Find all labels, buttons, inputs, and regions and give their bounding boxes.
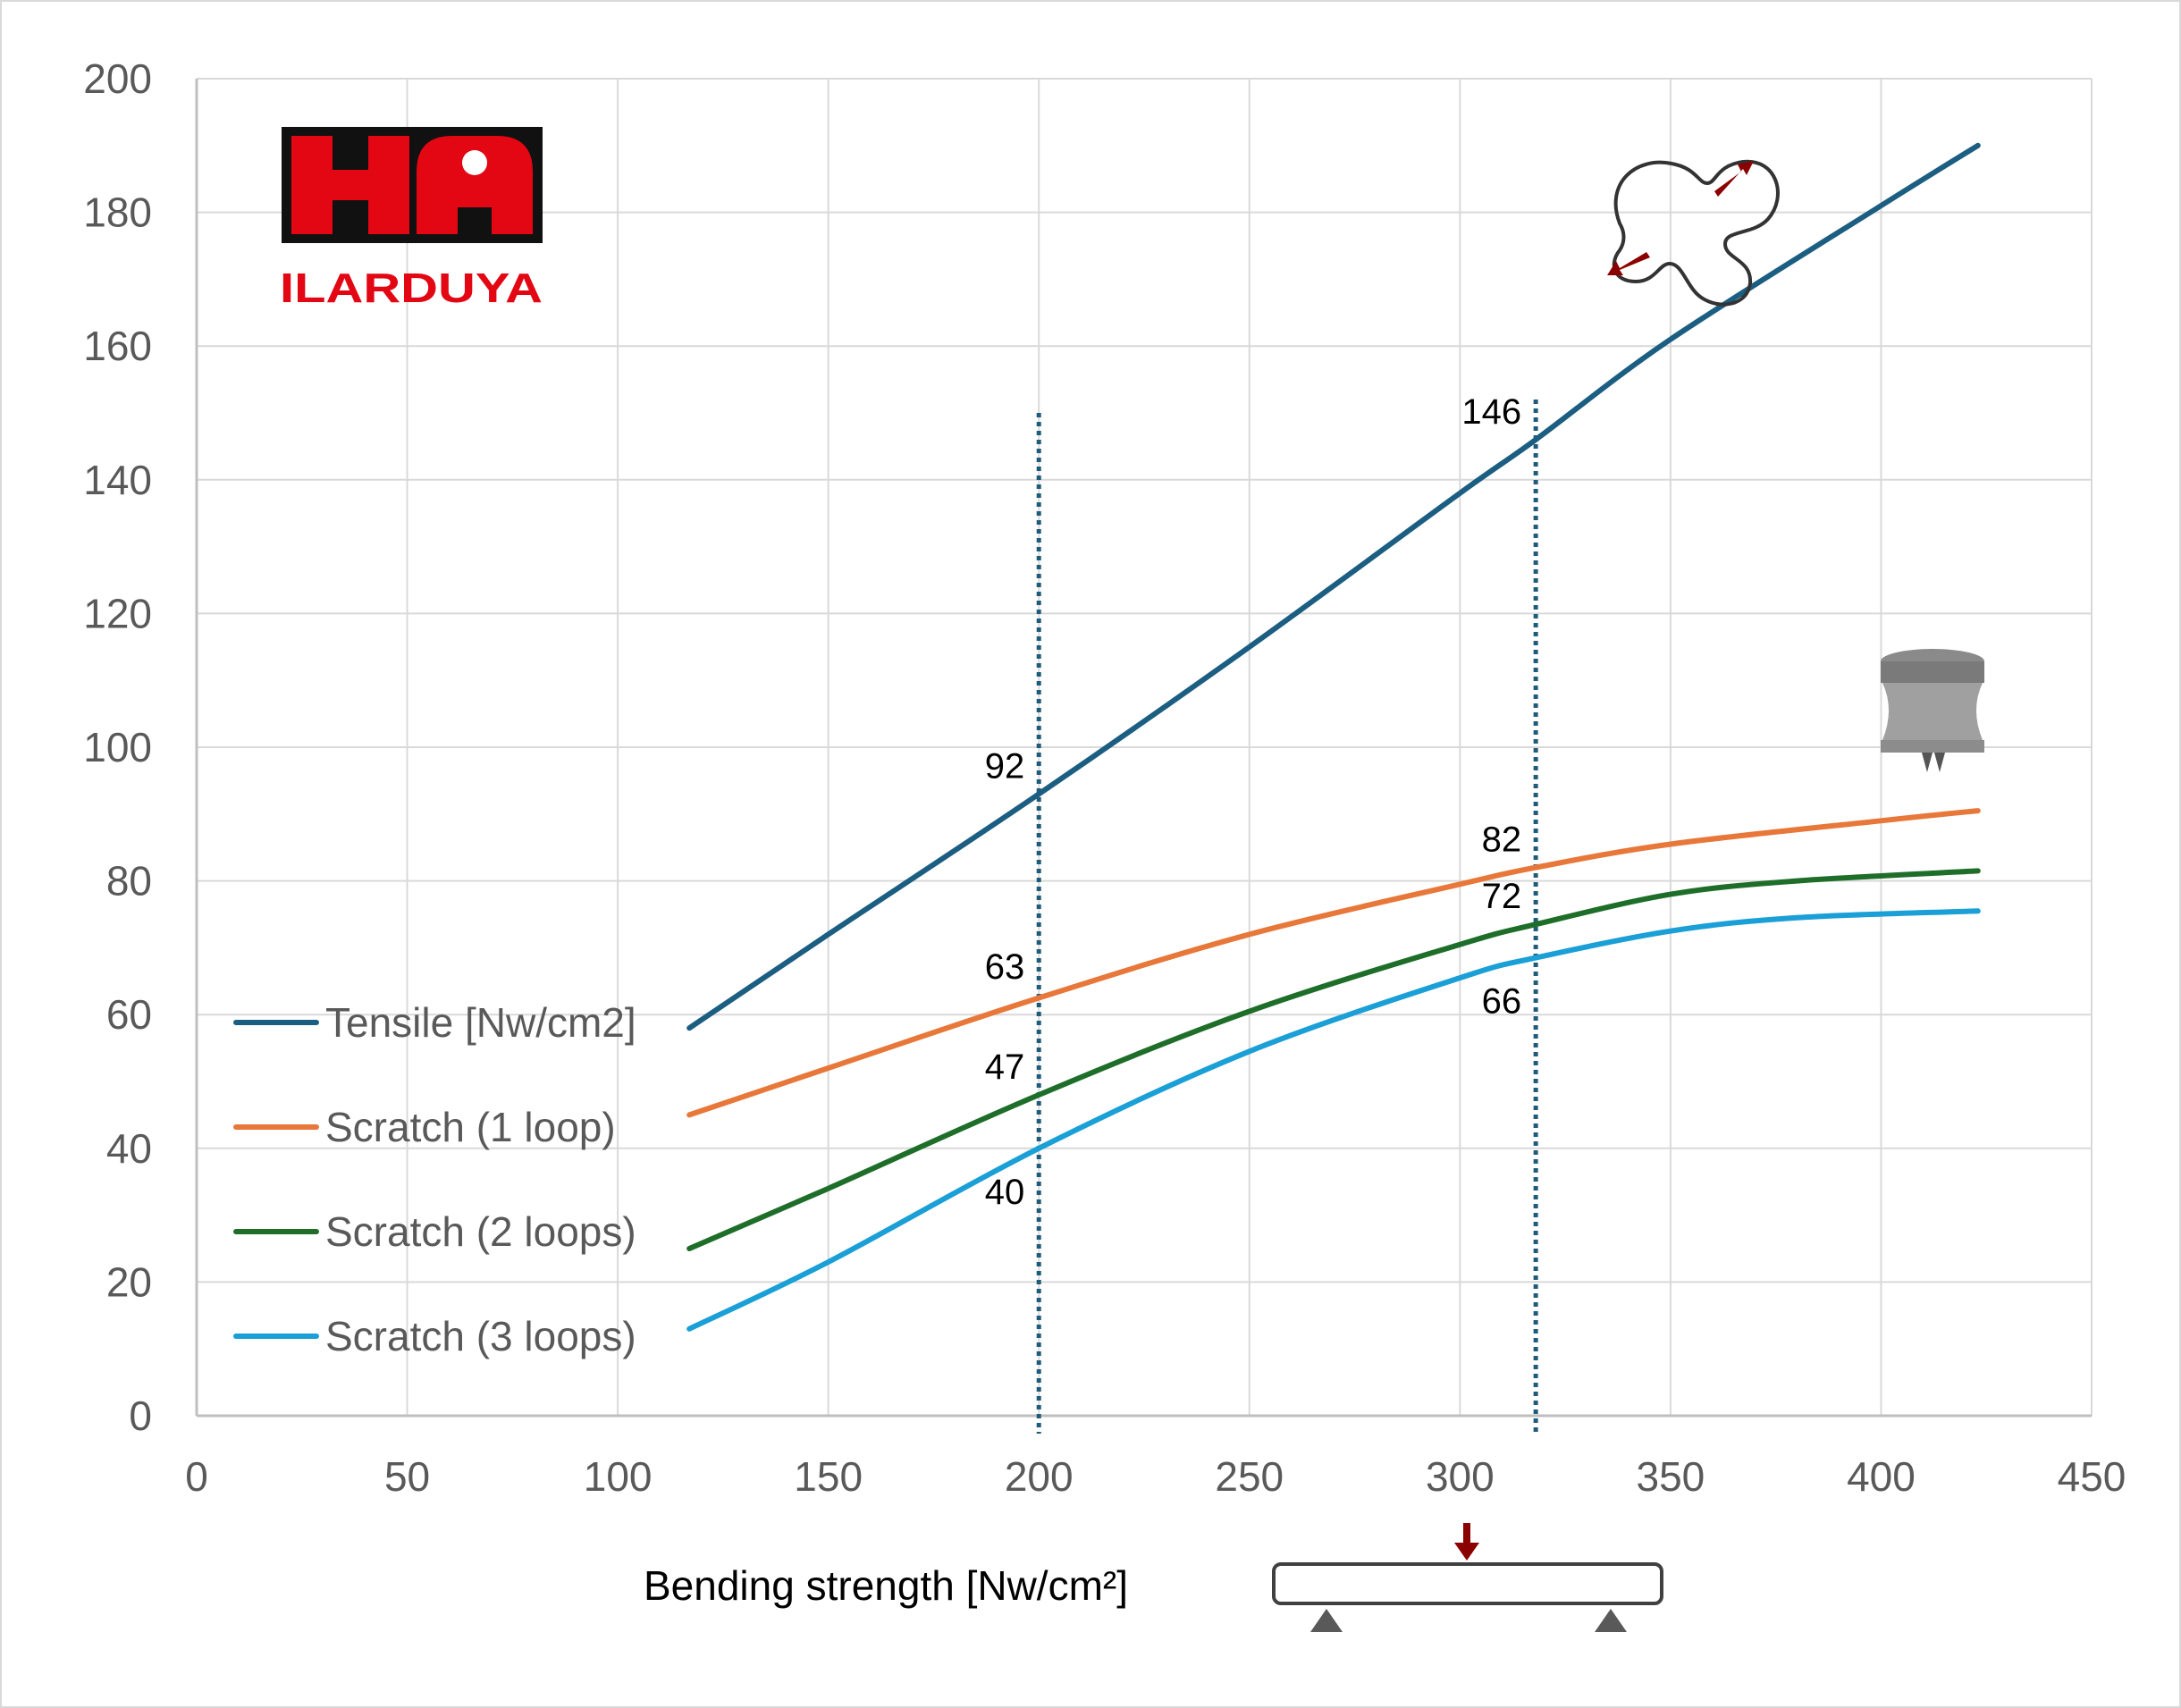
x-tick-label: 0 [185, 1453, 208, 1500]
tester-knurled-ring [1881, 661, 1984, 683]
x-axis-title: Bending strength [Nw/cm²] [644, 1562, 1128, 1609]
load-arrow-head [1454, 1543, 1479, 1561]
series-line-scratch-1-loop [686, 808, 1981, 1118]
y-tick-label: 160 [83, 323, 152, 369]
y-tick-label: 180 [83, 189, 152, 236]
scratch-tester-icon [1881, 649, 1984, 772]
data-label: 146 [1461, 392, 1521, 432]
data-label: 66 [1482, 982, 1522, 1022]
legend-label-scratch-3-loops: Scratch (3 loops) [325, 1313, 636, 1359]
arrow-down-left [1607, 252, 1650, 275]
y-tick-label: 20 [106, 1258, 152, 1305]
series-line-scratch-3-loops [686, 908, 1981, 1332]
y-tick-label: 40 [106, 1125, 152, 1172]
legend: Tensile [Nw/cm2] Scratch (1 loop) Scratch … [233, 999, 636, 1359]
arrow-up-right [1714, 161, 1754, 197]
legend-label-scratch-2-loops: Scratch (2 loops) [325, 1208, 636, 1255]
ilarduya-logo: ILARDUYA [280, 127, 543, 311]
series-lines [686, 142, 1981, 1332]
series-line-scratch-2-loops [686, 868, 1981, 1251]
data-label: 72 [1482, 877, 1522, 916]
beam [1272, 1562, 1663, 1605]
x-tick-label: 50 [384, 1453, 430, 1500]
x-tick-label: 150 [794, 1453, 863, 1500]
x-tick-label: 400 [1847, 1453, 1916, 1500]
y-tick-label: 100 [83, 724, 152, 770]
data-label: 82 [1482, 820, 1522, 860]
tester-base [1881, 740, 1984, 753]
series-line-tensile-nw-cm2 [686, 142, 1981, 1031]
logo-h-glyph [291, 136, 409, 234]
x-tick-label: 250 [1215, 1453, 1284, 1500]
x-tick-label: 200 [1005, 1453, 1074, 1500]
tick-labels: 0 50 100 150 200 250 300 350 400 450 0 20 40 60 80 100 1… [83, 55, 2126, 1500]
logo-wordmark: ILARDUYA [280, 265, 543, 311]
reference-lines [1036, 400, 1538, 1434]
x-tick-label: 100 [584, 1453, 653, 1500]
y-tick-label: 0 [129, 1392, 152, 1439]
specimen-outline [1612, 159, 1780, 307]
y-tick-label: 120 [83, 590, 152, 636]
data-label: 47 [985, 1048, 1025, 1087]
support-right [1595, 1609, 1627, 1632]
axes [195, 79, 2092, 1418]
legend-label-scratch-1-loop: Scratch (1 loop) [325, 1104, 616, 1150]
data-annotations: 92 63 47 40 146 82 72 66 [985, 392, 1521, 1212]
load-arrow-shaft [1463, 1523, 1470, 1546]
logo-a-glyph [417, 136, 533, 234]
x-tick-label: 350 [1637, 1453, 1705, 1500]
y-tick-label: 60 [106, 991, 152, 1038]
x-tick-label: 450 [2058, 1453, 2126, 1500]
data-label: 63 [985, 947, 1025, 987]
three-point-bending-icon [1272, 1523, 1663, 1632]
data-label: 40 [985, 1173, 1025, 1212]
support-left [1310, 1609, 1343, 1632]
y-tick-label: 200 [83, 55, 152, 102]
legend-label-tensile-nw-cm2: Tensile [Nw/cm2] [325, 999, 636, 1046]
tester-body [1882, 683, 1983, 740]
tester-needles [1922, 753, 1945, 772]
tensile-specimen-icon [1607, 159, 1780, 307]
y-tick-label: 80 [106, 858, 152, 904]
x-tick-label: 300 [1426, 1453, 1495, 1500]
data-label: 92 [985, 746, 1025, 786]
y-tick-label: 140 [83, 457, 152, 503]
logo-a-hole [462, 150, 487, 175]
